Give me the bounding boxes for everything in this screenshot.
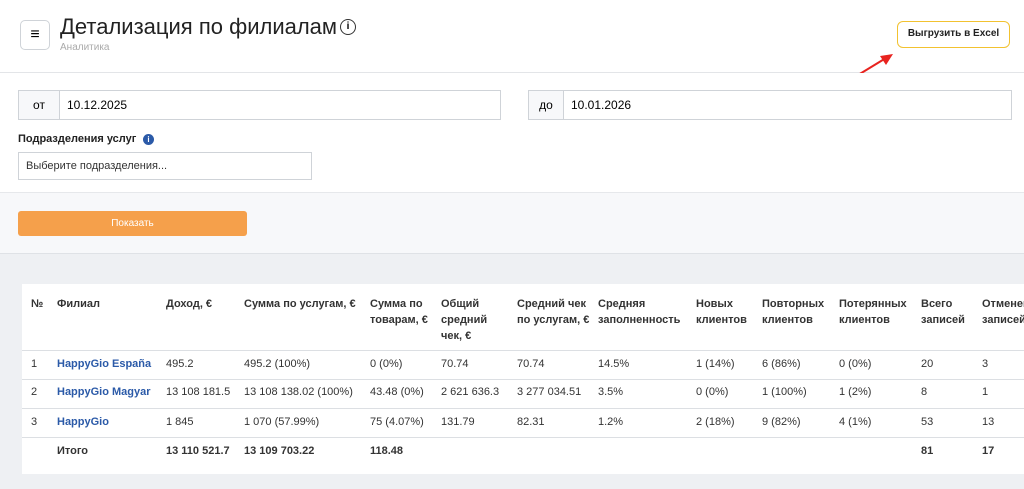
row-divider bbox=[22, 437, 1024, 438]
column-header: Отменено записей bbox=[982, 296, 1024, 328]
page-subtitle: Аналитика bbox=[60, 42, 110, 53]
table-cell: 131.79 bbox=[441, 416, 475, 428]
row-divider bbox=[22, 379, 1024, 380]
table-cell: 9 (82%) bbox=[762, 416, 801, 428]
column-header: Общий средний чек, € bbox=[441, 296, 511, 344]
field-label: Подразделения услуг bbox=[18, 133, 136, 145]
table-cell: 0 (0%) bbox=[696, 386, 728, 398]
total-cell: 118.48 bbox=[370, 445, 403, 457]
table-cell: 13 bbox=[982, 416, 994, 428]
table-cell: 4 (1%) bbox=[839, 416, 871, 428]
export-button[interactable]: Выгрузить в Excel bbox=[897, 21, 1010, 48]
table-cell: 0 (0%) bbox=[370, 358, 402, 370]
table-cell: 43.48 (0%) bbox=[370, 386, 424, 398]
table-cell: 495.2 (100%) bbox=[244, 358, 310, 370]
table-cell: 1 (2%) bbox=[839, 386, 871, 398]
table-cell: 3 277 034.51 bbox=[517, 386, 581, 398]
table-cell: 2 621 636.3 bbox=[441, 386, 499, 398]
table-cell: 495.2 bbox=[166, 358, 194, 370]
table-cell: 53 bbox=[921, 416, 933, 428]
divisions-select[interactable]: Выберите подразделения... bbox=[18, 152, 312, 180]
column-header: Всего записей bbox=[921, 296, 976, 328]
table-cell: 6 (86%) bbox=[762, 358, 801, 370]
row-divider bbox=[22, 408, 1024, 409]
info-icon[interactable]: i bbox=[143, 134, 154, 145]
table-cell: 70.74 bbox=[441, 358, 469, 370]
page-title: Детализация по филиалам bbox=[60, 14, 337, 40]
total-cell: Итого bbox=[57, 445, 88, 457]
table-cell: 3 bbox=[982, 358, 988, 370]
table-cell: 0 (0%) bbox=[839, 358, 871, 370]
menu-button[interactable]: ≡ bbox=[20, 20, 50, 50]
input-value: 10.12.2025 bbox=[67, 91, 127, 119]
table-cell: 3 bbox=[31, 416, 37, 428]
column-header: Повторных клиентов bbox=[762, 296, 837, 328]
total-cell: 17 bbox=[982, 445, 994, 457]
table-cell: 1 bbox=[31, 358, 37, 370]
label: от bbox=[19, 91, 60, 119]
branch-link[interactable]: HappyGio España bbox=[57, 358, 151, 370]
table-cell: 13 108 138.02 (100%) bbox=[244, 386, 353, 398]
column-header: Сумма по товарам, € bbox=[370, 296, 435, 328]
info-icon[interactable]: i bbox=[340, 19, 356, 35]
date-to[interactable]: до 10.01.2026 bbox=[528, 90, 1012, 120]
table-cell: 2 bbox=[31, 386, 37, 398]
total-cell: 13 110 521.7 bbox=[166, 445, 230, 457]
table-cell: 75 (4.07%) bbox=[370, 416, 424, 428]
table-cell: 1 845 bbox=[166, 416, 194, 428]
table-cell: 1 070 (57.99%) bbox=[244, 416, 319, 428]
column-header: Доход, € bbox=[166, 296, 236, 312]
row-divider bbox=[22, 350, 1024, 351]
table-cell: 20 bbox=[921, 358, 933, 370]
column-header: Новых клиентов bbox=[696, 296, 756, 328]
branch-link[interactable]: HappyGio Magyar bbox=[57, 386, 151, 398]
show-button[interactable]: Показать bbox=[18, 211, 247, 236]
date-from[interactable]: от 10.12.2025 bbox=[18, 90, 501, 120]
total-cell: 13 109 703.22 bbox=[244, 445, 314, 457]
table-cell: 1 (100%) bbox=[762, 386, 807, 398]
input-value: 10.01.2026 bbox=[571, 91, 631, 119]
column-header: Потерянных клиентов bbox=[839, 296, 919, 328]
total-cell: 81 bbox=[921, 445, 933, 457]
table-cell: 8 bbox=[921, 386, 927, 398]
table-cell: 1 (14%) bbox=[696, 358, 735, 370]
table-cell: 13 108 181.5 bbox=[166, 386, 230, 398]
column-header: Средний чек по услугам, € bbox=[517, 296, 592, 328]
label: до bbox=[529, 91, 564, 119]
table-cell: 2 (18%) bbox=[696, 416, 735, 428]
column-header: № bbox=[31, 296, 51, 312]
table-cell: 1.2% bbox=[598, 416, 623, 428]
table-cell: 70.74 bbox=[517, 358, 545, 370]
table-cell: 82.31 bbox=[517, 416, 545, 428]
table-cell: 3.5% bbox=[598, 386, 623, 398]
column-header: Средняя заполненность bbox=[598, 296, 693, 328]
table-cell: 1 bbox=[982, 386, 988, 398]
table-cell: 14.5% bbox=[598, 358, 629, 370]
branch-link[interactable]: HappyGio bbox=[57, 416, 109, 428]
column-header: Сумма по услугам, € bbox=[244, 296, 364, 312]
column-header: Филиал bbox=[57, 296, 157, 312]
